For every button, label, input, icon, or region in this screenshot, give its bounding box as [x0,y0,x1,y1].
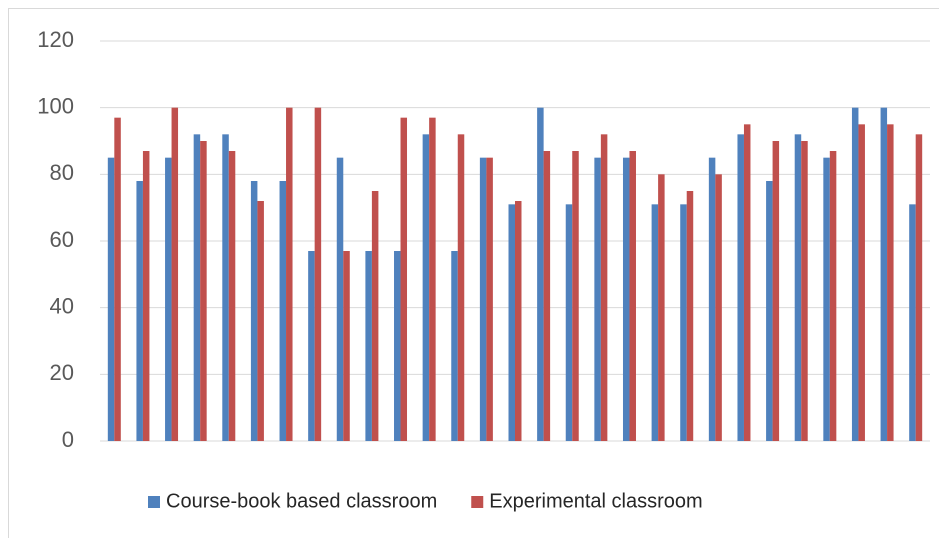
bar [915,134,923,442]
legend-swatch [471,496,484,508]
bar [222,134,229,442]
bar [371,191,379,441]
bar [114,117,121,442]
chart-border [8,8,939,538]
bar [171,107,179,442]
bar [572,151,579,441]
bar [343,251,350,441]
bar [880,107,888,442]
bar [394,251,401,441]
bar [250,181,258,441]
y-tick-label: 60 [50,227,74,252]
bar [193,134,201,442]
bar [600,134,608,442]
bar [486,157,493,441]
bar [543,151,551,441]
bar [479,157,487,441]
bar [537,107,544,442]
legend-label: Experimental classroom [489,490,702,512]
bar [515,201,522,441]
bar [651,204,659,441]
bar [200,141,207,441]
bar [737,134,744,442]
bar [107,157,115,441]
bar [286,107,293,442]
bar [594,157,601,441]
bar [422,134,430,442]
bar [308,251,315,441]
bar [708,157,716,441]
bar [136,181,143,441]
y-tick-label: 100 [37,93,74,118]
bar [451,251,458,441]
bar [743,124,751,441]
bar [823,157,830,441]
bar [772,141,780,441]
bar [680,204,687,441]
bar [686,191,694,441]
bar [909,204,916,441]
bar [858,124,865,441]
y-tick-label: 20 [50,360,74,385]
bar [851,107,859,442]
bar [457,134,465,442]
bar [508,204,515,441]
bar [142,151,150,441]
bar [365,251,372,441]
bar [766,181,773,441]
bar [257,201,264,441]
legend-swatch [148,496,160,508]
bar [228,151,236,441]
bar [715,174,722,442]
bar [279,181,287,441]
bar [658,174,665,442]
bar [887,124,894,441]
bar [801,141,808,441]
bar [400,117,408,442]
bar [165,157,172,441]
bar [336,157,344,441]
bar [829,151,837,441]
y-tick-label: 40 [50,293,74,318]
y-tick-label: 0 [62,427,74,452]
bar [429,117,436,442]
bar [794,134,802,442]
legend-label: Course-book based classroom [166,490,437,512]
y-tick-label: 80 [50,160,74,185]
bar [314,107,322,442]
bar [629,151,636,441]
y-tick-label: 120 [37,27,74,52]
bar [622,157,630,441]
bar [565,204,573,441]
